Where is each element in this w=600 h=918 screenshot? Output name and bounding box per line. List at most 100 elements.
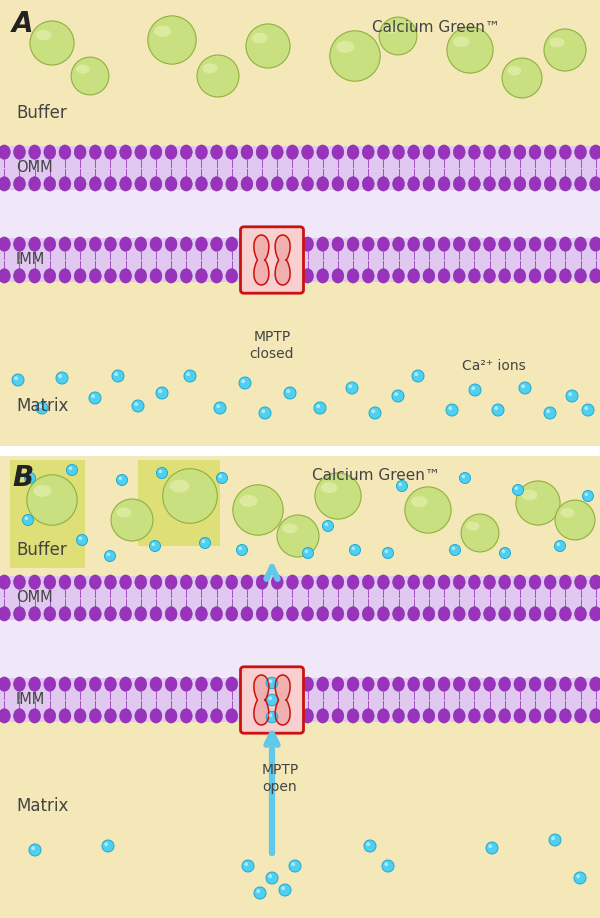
- Ellipse shape: [211, 677, 223, 691]
- Circle shape: [156, 387, 168, 399]
- Circle shape: [112, 370, 124, 382]
- Circle shape: [134, 402, 138, 406]
- Circle shape: [519, 382, 531, 394]
- Ellipse shape: [150, 145, 162, 160]
- Ellipse shape: [423, 176, 435, 191]
- Ellipse shape: [30, 21, 74, 65]
- Ellipse shape: [256, 145, 268, 160]
- Circle shape: [281, 886, 285, 890]
- Ellipse shape: [89, 176, 101, 191]
- Ellipse shape: [332, 575, 344, 589]
- Ellipse shape: [119, 237, 131, 252]
- Ellipse shape: [119, 677, 131, 691]
- Ellipse shape: [135, 607, 147, 621]
- Circle shape: [492, 404, 504, 416]
- Ellipse shape: [256, 176, 268, 191]
- Text: Buffer: Buffer: [16, 541, 67, 559]
- Ellipse shape: [461, 514, 499, 552]
- Ellipse shape: [317, 607, 329, 621]
- Ellipse shape: [226, 145, 238, 160]
- Ellipse shape: [44, 237, 56, 252]
- Circle shape: [104, 551, 116, 562]
- Ellipse shape: [575, 677, 586, 691]
- Ellipse shape: [14, 269, 25, 283]
- Ellipse shape: [0, 176, 10, 191]
- Ellipse shape: [165, 677, 177, 691]
- Circle shape: [286, 389, 290, 393]
- Circle shape: [259, 407, 271, 419]
- Ellipse shape: [226, 575, 238, 589]
- Ellipse shape: [74, 269, 86, 283]
- Circle shape: [323, 521, 334, 532]
- Ellipse shape: [423, 575, 435, 589]
- Circle shape: [471, 386, 475, 390]
- Ellipse shape: [34, 485, 52, 497]
- Ellipse shape: [544, 269, 556, 283]
- Ellipse shape: [377, 269, 389, 283]
- Ellipse shape: [181, 237, 192, 252]
- Ellipse shape: [559, 237, 571, 252]
- Ellipse shape: [332, 145, 344, 160]
- Ellipse shape: [163, 469, 217, 523]
- Circle shape: [68, 466, 72, 470]
- Ellipse shape: [29, 575, 41, 589]
- Ellipse shape: [332, 607, 344, 621]
- Ellipse shape: [529, 575, 541, 589]
- Ellipse shape: [44, 269, 56, 283]
- Ellipse shape: [283, 523, 298, 533]
- Ellipse shape: [514, 176, 526, 191]
- Ellipse shape: [362, 237, 374, 252]
- Ellipse shape: [347, 176, 359, 191]
- Ellipse shape: [0, 269, 10, 283]
- Ellipse shape: [317, 269, 329, 283]
- Ellipse shape: [59, 709, 71, 723]
- Ellipse shape: [74, 237, 86, 252]
- Text: OMM: OMM: [16, 590, 53, 606]
- Ellipse shape: [544, 607, 556, 621]
- Ellipse shape: [469, 575, 481, 589]
- Circle shape: [266, 872, 278, 884]
- Ellipse shape: [74, 176, 86, 191]
- Circle shape: [29, 844, 41, 856]
- Ellipse shape: [453, 36, 469, 47]
- Circle shape: [494, 407, 498, 410]
- Ellipse shape: [453, 677, 465, 691]
- Ellipse shape: [514, 677, 526, 691]
- Ellipse shape: [44, 677, 56, 691]
- Circle shape: [289, 860, 301, 872]
- Ellipse shape: [165, 575, 177, 589]
- Circle shape: [91, 394, 95, 398]
- Circle shape: [284, 387, 296, 399]
- Ellipse shape: [317, 677, 329, 691]
- Ellipse shape: [590, 269, 600, 283]
- Ellipse shape: [559, 269, 571, 283]
- Circle shape: [216, 404, 220, 409]
- Ellipse shape: [14, 607, 25, 621]
- Circle shape: [551, 836, 555, 840]
- Circle shape: [157, 467, 167, 478]
- Circle shape: [107, 553, 110, 556]
- Ellipse shape: [0, 709, 10, 723]
- Ellipse shape: [408, 269, 419, 283]
- Circle shape: [199, 538, 211, 548]
- Ellipse shape: [286, 145, 298, 160]
- Text: Calcium Green™: Calcium Green™: [312, 468, 440, 484]
- Circle shape: [236, 544, 248, 555]
- Polygon shape: [254, 235, 269, 285]
- Ellipse shape: [241, 176, 253, 191]
- Ellipse shape: [362, 677, 374, 691]
- Circle shape: [268, 713, 272, 717]
- Ellipse shape: [74, 607, 86, 621]
- Ellipse shape: [484, 176, 496, 191]
- Ellipse shape: [362, 145, 374, 160]
- Circle shape: [352, 546, 355, 550]
- Text: Matrix: Matrix: [16, 797, 68, 815]
- Ellipse shape: [239, 495, 257, 507]
- Circle shape: [268, 697, 272, 700]
- Ellipse shape: [271, 575, 283, 589]
- Ellipse shape: [317, 575, 329, 589]
- Ellipse shape: [241, 145, 253, 160]
- Ellipse shape: [555, 500, 595, 540]
- Text: Matrix: Matrix: [16, 397, 68, 415]
- Ellipse shape: [559, 145, 571, 160]
